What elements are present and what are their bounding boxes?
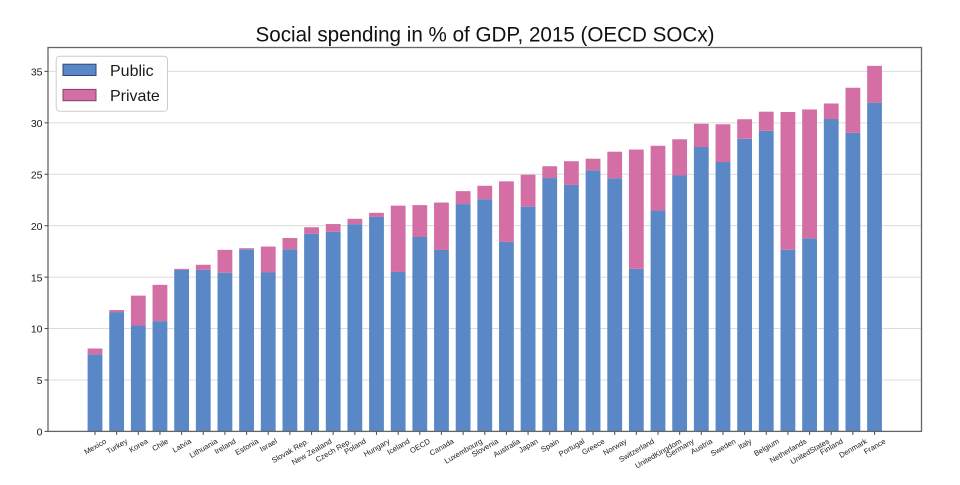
svg-text:Public: Public [110,63,154,80]
svg-text:Social spending in % of GDP, 2: Social spending in % of GDP, 2015 (OECD … [256,23,715,47]
svg-text:35: 35 [31,67,43,79]
svg-text:30: 30 [31,118,43,130]
svg-text:20: 20 [31,221,43,233]
svg-text:0: 0 [37,427,43,439]
svg-text:10: 10 [31,324,43,336]
svg-text:5: 5 [37,375,43,387]
svg-text:Private: Private [110,88,160,105]
svg-text:25: 25 [31,169,43,181]
svg-text:15: 15 [31,272,43,284]
